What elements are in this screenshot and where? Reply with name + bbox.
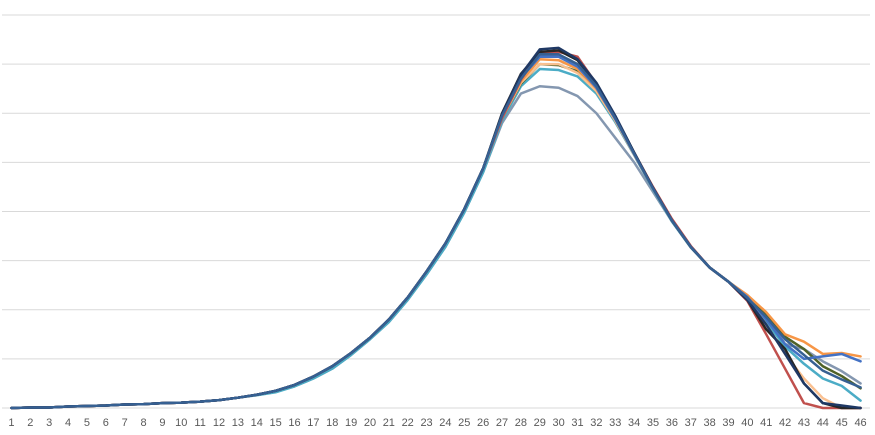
x-tick-label: 23 xyxy=(420,417,432,429)
x-tick-label: 2 xyxy=(27,417,33,429)
series-line xyxy=(10,62,862,410)
x-tick-label: 13 xyxy=(232,417,244,429)
x-tick-label: 46 xyxy=(854,417,866,429)
x-tick-label: 21 xyxy=(383,417,395,429)
x-tick-label: 19 xyxy=(345,417,357,429)
x-tick-label: 15 xyxy=(269,417,281,429)
x-tick-label: 27 xyxy=(496,417,508,429)
x-tick-label: 31 xyxy=(571,417,583,429)
x-tick-label: 1 xyxy=(8,417,14,429)
x-tick-label: 38 xyxy=(703,417,715,429)
x-tick-label: 7 xyxy=(122,417,128,429)
x-tick-label: 6 xyxy=(103,417,109,429)
series-line xyxy=(10,55,862,410)
x-tick-label: 10 xyxy=(175,417,187,429)
x-tick-label: 33 xyxy=(609,417,621,429)
x-tick-label: 24 xyxy=(439,417,451,429)
x-tick-label: 26 xyxy=(477,417,489,429)
x-tick-label: 39 xyxy=(722,417,734,429)
x-tick-label: 35 xyxy=(647,417,659,429)
series-line xyxy=(10,50,862,410)
x-tick-label: 4 xyxy=(65,417,71,429)
x-tick-label: 12 xyxy=(213,417,225,429)
x-tick-label: 43 xyxy=(798,417,810,429)
x-tick-label: 28 xyxy=(515,417,527,429)
x-tick-label: 17 xyxy=(307,417,319,429)
x-tick-label: 30 xyxy=(553,417,565,429)
x-tick-label: 8 xyxy=(140,417,146,429)
x-tick-label: 9 xyxy=(159,417,165,429)
x-tick-label: 45 xyxy=(836,417,848,429)
series-line xyxy=(10,57,862,410)
series-line xyxy=(10,67,862,410)
x-tick-label: 37 xyxy=(685,417,697,429)
x-tick-label: 34 xyxy=(628,417,640,429)
x-tick-label: 29 xyxy=(534,417,546,429)
series-line xyxy=(10,46,862,410)
x-tick-label: 36 xyxy=(666,417,678,429)
x-tick-label: 32 xyxy=(590,417,602,429)
x-tick-label: 16 xyxy=(288,417,300,429)
x-tick-label: 40 xyxy=(741,417,753,429)
x-tick-label: 14 xyxy=(251,417,263,429)
x-tick-label: 3 xyxy=(46,417,52,429)
x-tick-label: 5 xyxy=(84,417,90,429)
x-tick-label: 42 xyxy=(779,417,791,429)
series-line xyxy=(10,84,862,410)
x-tick-label: 18 xyxy=(326,417,338,429)
series-line xyxy=(10,53,862,410)
x-tick-label: 22 xyxy=(402,417,414,429)
x-tick-label: 44 xyxy=(817,417,829,429)
x-tick-label: 11 xyxy=(194,417,205,429)
series-line xyxy=(10,49,862,410)
x-tick-label: 41 xyxy=(760,417,772,429)
x-tick-label: 20 xyxy=(364,417,376,429)
x-tick-label: 25 xyxy=(458,417,470,429)
series-line xyxy=(10,62,862,410)
